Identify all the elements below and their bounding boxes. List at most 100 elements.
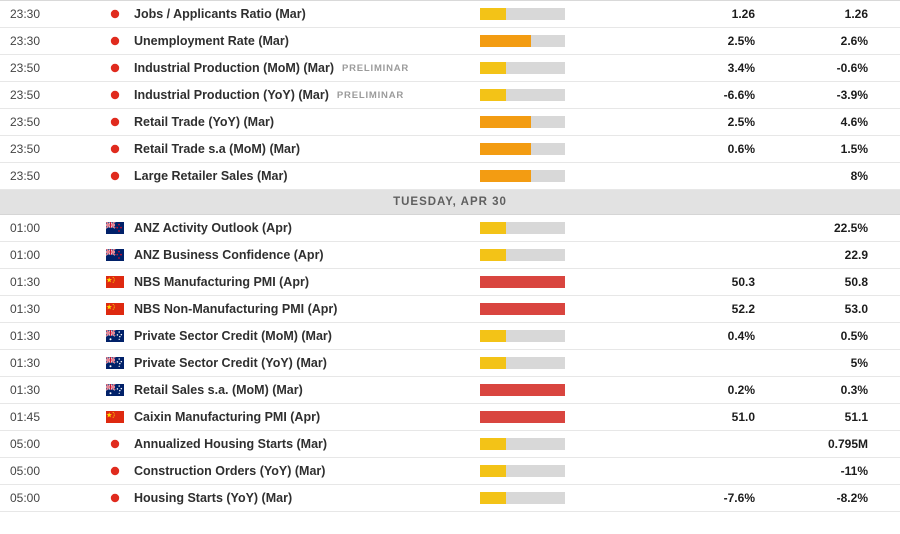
importance-bar-track (480, 89, 565, 101)
calendar-row[interactable]: 23:50 Retail Trade s.a (MoM) (Mar) 0.6% … (0, 136, 900, 163)
calendar-row[interactable]: 01:30 Private Sector Credit (YoY) (Mar) … (0, 350, 900, 377)
importance-bar-track (480, 438, 565, 450)
flag-japan-icon (100, 8, 130, 20)
calendar-row[interactable]: 01:30 Private Sector Credit (MoM) (Mar) … (0, 323, 900, 350)
previous-value: 4.6% (840, 115, 868, 129)
flag-japan-icon (100, 35, 130, 47)
previous-value: 50.8 (844, 275, 868, 289)
importance-cell (480, 89, 625, 101)
event-time: 01:30 (10, 383, 41, 397)
event-time: 23:50 (10, 115, 41, 129)
importance-cell (480, 222, 625, 234)
calendar-row[interactable]: 01:30 NBS Non-Manufacturing PMI (Apr) 52… (0, 296, 900, 323)
flag-new-zealand-icon (100, 222, 130, 234)
previous-value: -3.9% (836, 88, 868, 102)
day-section-header: TUESDAY, APR 30 (0, 190, 900, 215)
importance-bar-fill (480, 89, 506, 101)
calendar-row[interactable]: 23:50 Retail Trade (YoY) (Mar) 2.5% 4.6% (0, 109, 900, 136)
previous-value: 8% (850, 169, 868, 183)
event-name: Large Retailer Sales (Mar) (134, 169, 288, 183)
calendar-row[interactable]: 01:30 NBS Manufacturing PMI (Apr) 50.3 5… (0, 269, 900, 296)
event-time: 23:50 (10, 61, 41, 75)
importance-cell (480, 143, 625, 155)
event-time: 01:00 (10, 221, 41, 235)
consensus-value: -7.6% (723, 491, 755, 505)
consensus-value: 51.0 (731, 410, 755, 424)
calendar-row[interactable]: 05:00 Housing Starts (YoY) (Mar) -7.6% -… (0, 485, 900, 512)
calendar-row[interactable]: 23:30 Jobs / Applicants Ratio (Mar) 1.26… (0, 1, 900, 28)
importance-bar-track (480, 249, 565, 261)
event-name: Private Sector Credit (YoY) (Mar) (134, 356, 327, 370)
importance-bar-track (480, 170, 565, 182)
importance-cell (480, 411, 625, 423)
previous-value: 1.5% (840, 142, 868, 156)
flag-australia-icon (100, 357, 130, 369)
event-time: 01:00 (10, 248, 41, 262)
importance-bar-track (480, 276, 565, 288)
economic-calendar: 23:30 Jobs / Applicants Ratio (Mar) 1.26… (0, 0, 900, 512)
event-time: 05:00 (10, 491, 41, 505)
importance-bar-fill (480, 35, 531, 47)
importance-cell (480, 249, 625, 261)
importance-bar-track (480, 411, 565, 423)
calendar-row[interactable]: 23:30 Unemployment Rate (Mar) 2.5% 2.6% (0, 28, 900, 55)
event-time: 23:50 (10, 142, 41, 156)
previous-value: 0.5% (840, 329, 868, 343)
previous-value: 0.3% (840, 383, 868, 397)
importance-bar-fill (480, 465, 506, 477)
event-name: NBS Manufacturing PMI (Apr) (134, 275, 309, 289)
consensus-value: 2.5% (727, 115, 755, 129)
calendar-row[interactable]: 23:50 Industrial Production (YoY) (Mar) … (0, 82, 900, 109)
flag-japan-icon (100, 143, 130, 155)
importance-cell (480, 384, 625, 396)
calendar-row[interactable]: 01:45 Caixin Manufacturing PMI (Apr) 51.… (0, 404, 900, 431)
consensus-value: 0.6% (727, 142, 755, 156)
flag-china-icon (100, 303, 130, 315)
importance-bar-track (480, 8, 565, 20)
previous-value: 22.5% (833, 221, 868, 235)
calendar-row[interactable]: 01:00 ANZ Business Confidence (Apr) 22.9 (0, 242, 900, 269)
importance-cell (480, 492, 625, 504)
event-name: NBS Non-Manufacturing PMI (Apr) (134, 302, 338, 316)
importance-bar-fill (480, 62, 506, 74)
event-name: Private Sector Credit (MoM) (Mar) (134, 329, 332, 343)
flag-new-zealand-icon (100, 249, 130, 261)
event-time: 01:30 (10, 275, 41, 289)
event-name: Industrial Production (YoY) (Mar) (134, 88, 329, 102)
importance-bar-track (480, 35, 565, 47)
flag-australia-icon (100, 384, 130, 396)
calendar-row[interactable]: 01:30 Retail Sales s.a. (MoM) (Mar) 0.2%… (0, 377, 900, 404)
consensus-value: 2.5% (727, 34, 755, 48)
event-name: Industrial Production (MoM) (Mar) (134, 61, 334, 75)
importance-cell (480, 276, 625, 288)
event-name: Unemployment Rate (Mar) (134, 34, 289, 48)
previous-value: -11% (840, 464, 868, 478)
flag-japan-icon (100, 89, 130, 101)
calendar-row[interactable]: 05:00 Construction Orders (YoY) (Mar) -1… (0, 458, 900, 485)
event-name: Jobs / Applicants Ratio (Mar) (134, 7, 306, 21)
event-time: 23:30 (10, 7, 41, 21)
flag-japan-icon (100, 62, 130, 74)
event-time: 01:30 (10, 356, 41, 370)
importance-bar-fill (480, 438, 506, 450)
calendar-row[interactable]: 23:50 Industrial Production (MoM) (Mar) … (0, 55, 900, 82)
calendar-row[interactable]: 05:00 Annualized Housing Starts (Mar) 0.… (0, 431, 900, 458)
calendar-row[interactable]: 23:50 Large Retailer Sales (Mar) 8% (0, 163, 900, 190)
flag-japan-icon (100, 116, 130, 128)
importance-cell (480, 170, 625, 182)
event-name: Retail Trade s.a (MoM) (Mar) (134, 142, 300, 156)
importance-bar-track (480, 143, 565, 155)
previous-value: 0.795M (827, 437, 868, 451)
importance-bar-track (480, 62, 565, 74)
flag-japan-icon (100, 492, 130, 504)
previous-value: 2.6% (840, 34, 868, 48)
flag-china-icon (100, 276, 130, 288)
importance-bar-fill (480, 411, 565, 423)
consensus-value: 1.26 (731, 7, 755, 21)
importance-cell (480, 8, 625, 20)
day-section-label: TUESDAY, APR 30 (393, 196, 507, 208)
importance-bar-track (480, 465, 565, 477)
event-time: 05:00 (10, 437, 41, 451)
calendar-row[interactable]: 01:00 ANZ Activity Outlook (Apr) 22.5% (0, 215, 900, 242)
previous-value: 1.26 (844, 7, 868, 21)
